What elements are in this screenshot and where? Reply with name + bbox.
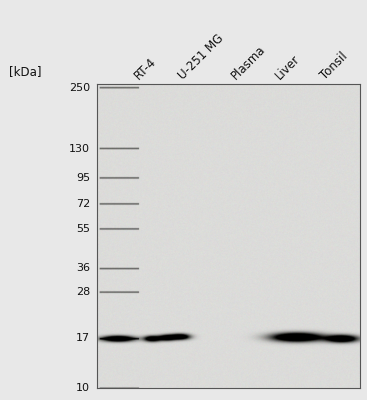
Text: 250: 250 xyxy=(69,83,90,93)
Text: U-251 MG: U-251 MG xyxy=(176,32,226,82)
Text: 10: 10 xyxy=(76,383,90,393)
Text: RT-4: RT-4 xyxy=(131,55,159,82)
Text: [kDa]: [kDa] xyxy=(9,65,42,78)
Text: 72: 72 xyxy=(76,199,90,209)
Text: Liver: Liver xyxy=(273,52,303,82)
Text: 55: 55 xyxy=(76,224,90,234)
Text: 130: 130 xyxy=(69,144,90,154)
Text: Tonsil: Tonsil xyxy=(318,50,350,82)
Text: 95: 95 xyxy=(76,173,90,183)
Text: 17: 17 xyxy=(76,334,90,344)
Text: Plasma: Plasma xyxy=(228,43,268,82)
Text: 36: 36 xyxy=(76,264,90,274)
Text: 28: 28 xyxy=(76,287,90,297)
